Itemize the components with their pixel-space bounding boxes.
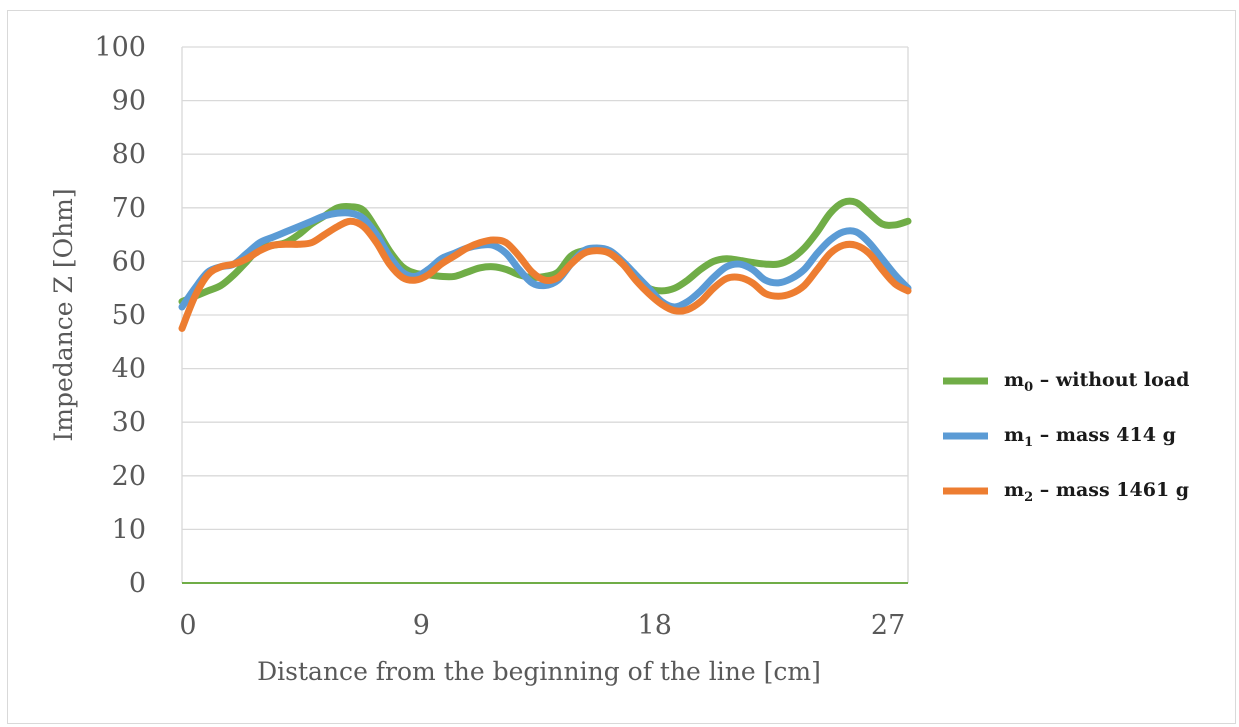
legend-label-0: m0 – without load bbox=[1004, 369, 1189, 395]
x-axis-ticks: 0 9 18 27 bbox=[179, 610, 905, 641]
y-tick-label: 40 bbox=[112, 354, 146, 385]
chart-frame bbox=[7, 10, 1236, 724]
x-tick-label: 9 bbox=[413, 610, 430, 641]
y-tick-label: 60 bbox=[112, 246, 146, 277]
series-line-2 bbox=[178, 217, 912, 332]
series-line-1 bbox=[178, 209, 912, 311]
y-tick-label: 80 bbox=[112, 139, 146, 170]
x-tick-label: 18 bbox=[638, 610, 672, 641]
y-tick-label: 30 bbox=[112, 407, 146, 438]
y-tick-label: 10 bbox=[112, 514, 146, 545]
series-line-0 bbox=[178, 197, 912, 306]
y-tick-label: 20 bbox=[112, 461, 146, 492]
y-tick-label: 100 bbox=[94, 32, 146, 63]
y-axis-label: Impedance Z [Ohm] bbox=[49, 188, 78, 441]
y-tick-label: 50 bbox=[112, 300, 146, 331]
series-lines bbox=[178, 197, 912, 332]
y-tick-label: 0 bbox=[129, 568, 146, 599]
legend-label-2: m2 – mass 1461 g bbox=[1004, 479, 1189, 505]
legend-label-1: m1 – mass 414 g bbox=[1004, 424, 1176, 450]
grid-lines bbox=[181, 46, 909, 584]
x-axis-label: Distance from the beginning of the line … bbox=[257, 657, 821, 686]
y-axis-ticks: 0 10 20 30 40 50 60 70 80 90 100 bbox=[94, 32, 146, 599]
y-tick-label: 70 bbox=[112, 193, 146, 224]
legend: m0 – without load m1 – mass 414 g m2 – mas… bbox=[943, 369, 1189, 505]
x-tick-label: 27 bbox=[871, 610, 905, 641]
y-tick-label: 90 bbox=[112, 86, 146, 117]
x-tick-label: 0 bbox=[179, 610, 196, 641]
